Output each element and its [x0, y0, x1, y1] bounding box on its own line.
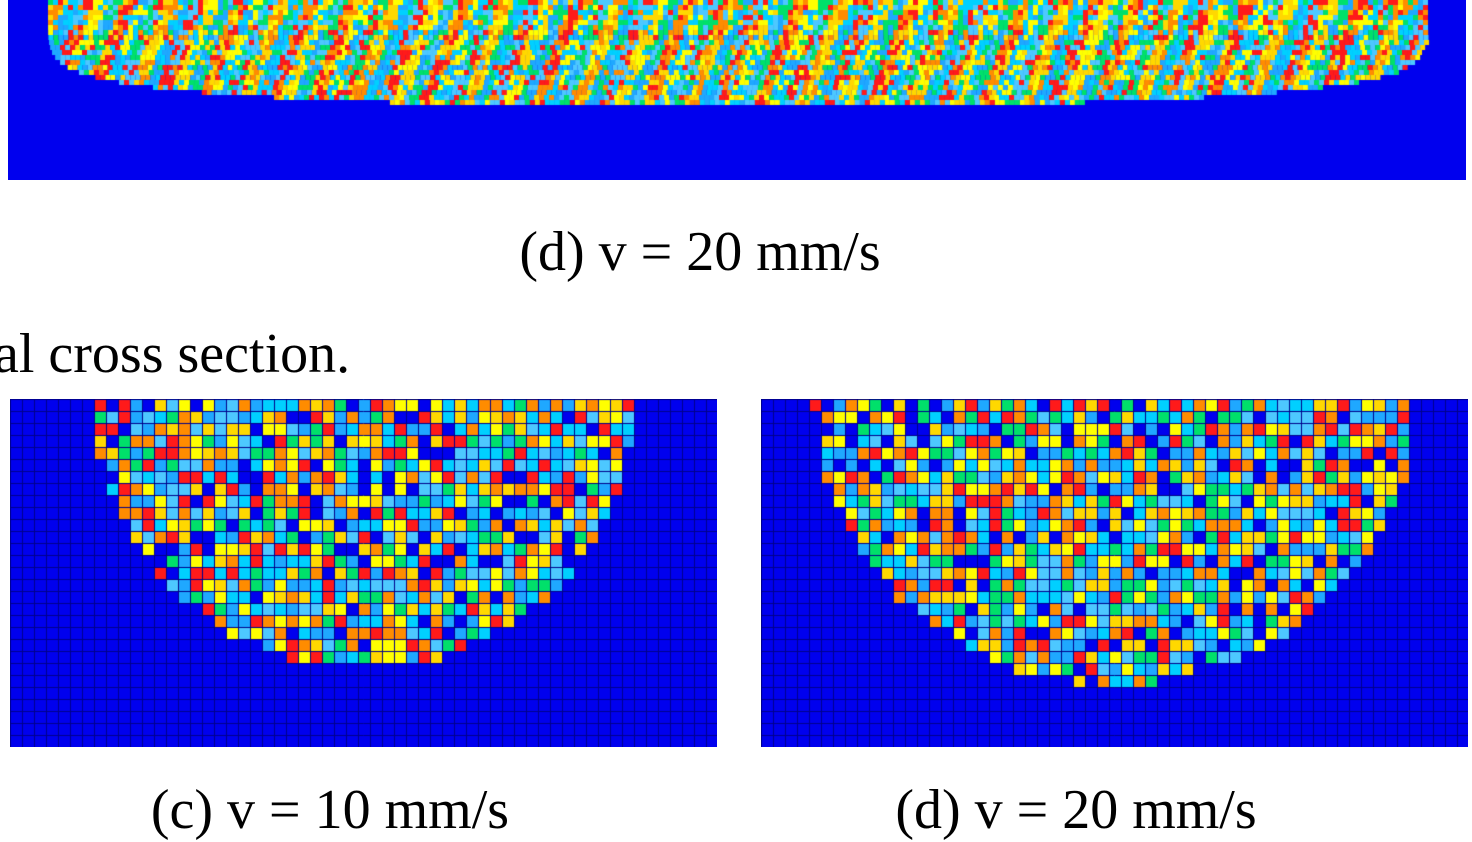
panel-c-caption: (c) v = 10 mm/s — [150, 779, 510, 841]
top-panel-caption: (d) v = 20 mm/s — [519, 221, 881, 283]
section-caption-fragment: al cross section. — [0, 323, 351, 385]
panel-d-caption: (d) v = 20 mm/s — [895, 779, 1257, 841]
grain-map-d — [761, 399, 1468, 747]
grain-map-c — [10, 399, 717, 747]
top-grain-map — [8, 0, 1466, 180]
